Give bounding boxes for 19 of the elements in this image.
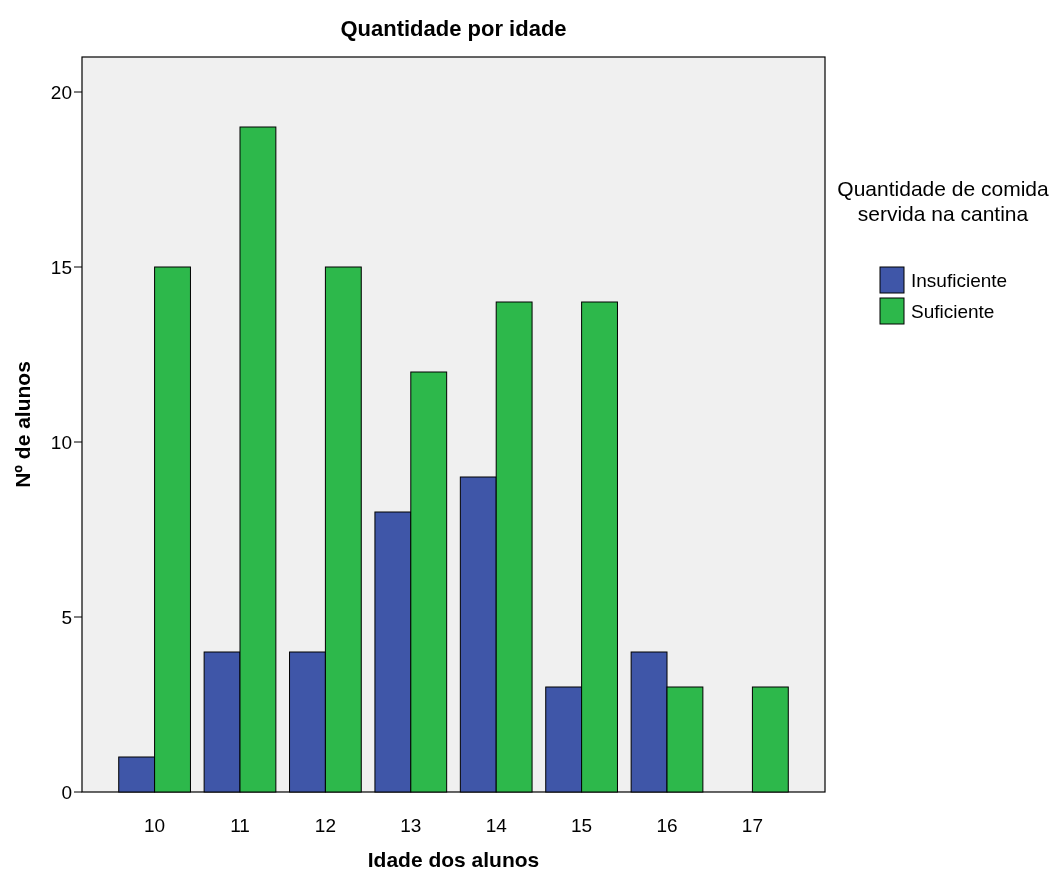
y-tick-label: 15 bbox=[50, 256, 72, 278]
chart-title: Quantidade por idade bbox=[340, 16, 567, 41]
y-tick-label: 0 bbox=[61, 781, 72, 803]
x-tick-label: 16 bbox=[656, 815, 678, 836]
x-tick-label: 12 bbox=[314, 815, 336, 836]
x-tick-label: 14 bbox=[485, 815, 508, 836]
x-tick-label: 11 bbox=[230, 815, 250, 836]
x-tick-label: 17 bbox=[741, 815, 763, 836]
y-axis-title: Nº de alunos bbox=[11, 361, 34, 488]
legend-title: Quantidade de comida servida na cantina bbox=[837, 177, 1049, 225]
x-tick-label: 15 bbox=[571, 815, 593, 836]
y-tick-label: 5 bbox=[61, 606, 72, 628]
y-tick-label: 20 bbox=[50, 81, 72, 103]
legend-label: Suficiente bbox=[911, 300, 995, 322]
x-tick-label: 10 bbox=[144, 815, 166, 836]
y-tick-label: 10 bbox=[50, 431, 72, 453]
x-axis-title: Idade dos alunos bbox=[367, 848, 540, 870]
legend-label: Insuficiente bbox=[911, 269, 1008, 291]
x-tick-label: 13 bbox=[400, 815, 422, 836]
